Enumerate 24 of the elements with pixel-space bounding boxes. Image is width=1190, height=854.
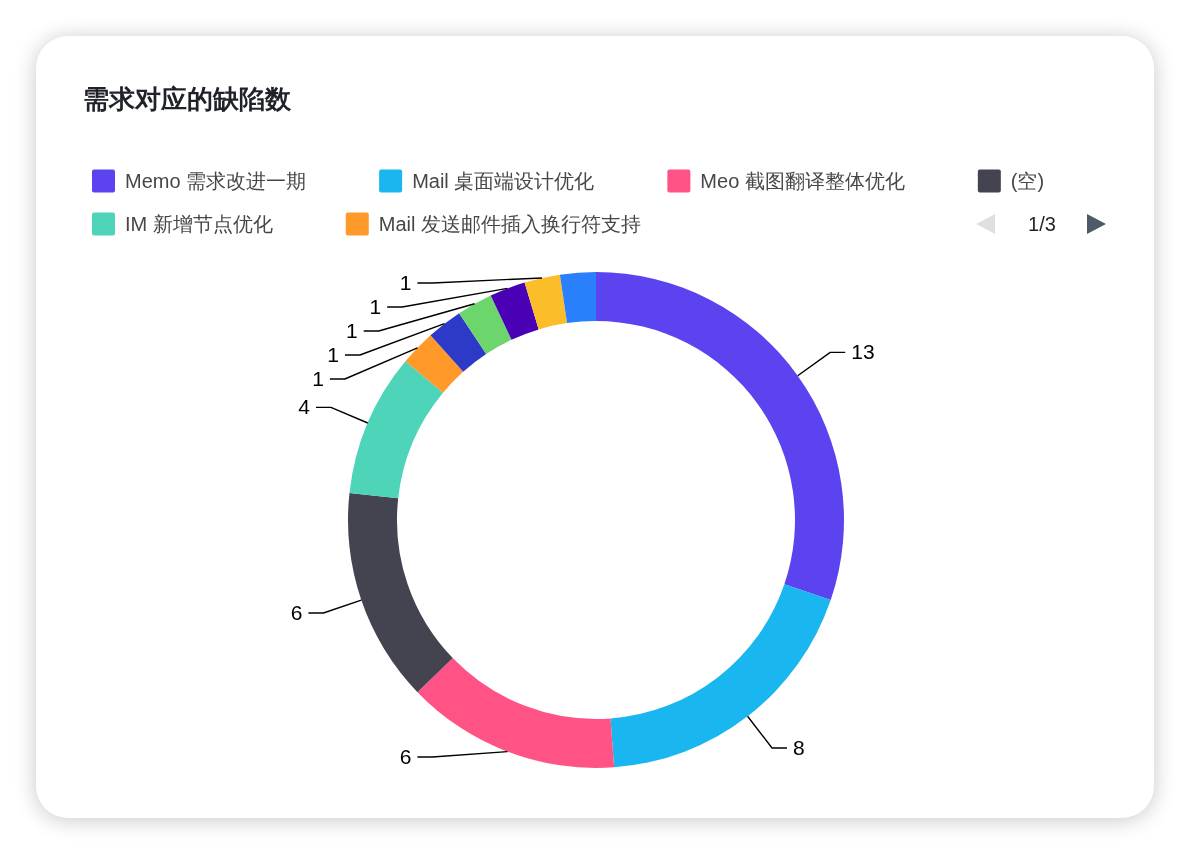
data-label: 8: [793, 735, 805, 759]
legend-label: IM 新增节点优化: [125, 213, 273, 235]
legend-label: Memo 需求改进一期: [125, 170, 307, 192]
legend-item: Meo 截图翻译整体优化: [667, 169, 905, 193]
legend-label: Mail 桌面端设计优化: [412, 170, 595, 192]
legend-label: Meo 截图翻译整体优化: [700, 170, 905, 192]
legend-pager: 1/3: [976, 213, 1106, 235]
chart-title: 需求对应的缺陷数: [83, 84, 292, 114]
data-label: 6: [290, 601, 303, 624]
legend-item: IM 新增节点优化: [92, 212, 273, 236]
legend-item: Mail 桌面端设计优化: [379, 169, 595, 193]
legend-label: (空): [1010, 170, 1045, 192]
data-label: 1: [399, 271, 412, 294]
data-label: 13: [851, 340, 875, 364]
data-label: 1: [369, 295, 382, 318]
data-label: 4: [298, 395, 310, 419]
data-label: 1: [312, 367, 324, 390]
data-label: 6: [399, 745, 412, 768]
data-label: 1: [346, 319, 358, 342]
legend-item: Memo 需求改进一期: [92, 169, 307, 193]
legend-label: Mail 发送邮件插入换行符支持: [378, 213, 642, 235]
legend-item: Mail 发送邮件插入换行符支持: [345, 212, 641, 236]
legend-item: (空): [977, 169, 1045, 193]
data-label: 1: [327, 343, 339, 366]
